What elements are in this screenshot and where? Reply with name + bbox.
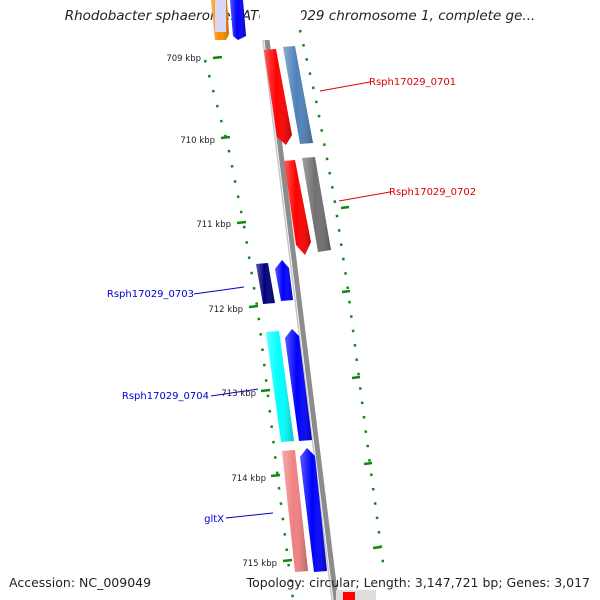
tick-710 <box>220 135 231 140</box>
gene-rsph17029-0702[interactable]: Rsph17029_0702 <box>284 157 476 255</box>
tick-right-5 <box>372 545 382 550</box>
gene-0702-label: Rsph17029_0702 <box>389 187 476 198</box>
gene-rsph17029-0701[interactable]: Rsph17029_0701 <box>264 46 456 145</box>
tick-right-2 <box>341 289 351 294</box>
partial-red-bottom <box>343 592 355 600</box>
partial-bottom-light <box>336 590 376 600</box>
gene-0702-cds-shade <box>284 160 311 255</box>
gene-gltx-gene-shade <box>300 448 327 572</box>
tick-label-713: 713 kbp <box>221 389 256 399</box>
accession-text: Accession: NC_009049 <box>9 575 152 590</box>
tick-715 <box>282 558 293 563</box>
tick-label-714: 714 kbp <box>231 474 266 484</box>
gene-0703-gene-shade <box>275 260 293 301</box>
gene-0703-cds-shade <box>256 263 275 304</box>
gene-gltx[interactable]: gltX <box>204 448 327 572</box>
gene-0702-gene-shade <box>302 157 331 252</box>
gene-0704-gene-shade <box>285 329 312 441</box>
tick-right-4 <box>363 461 373 466</box>
gene-0701-gene-shade <box>283 46 313 144</box>
gene-0702-leader <box>338 191 391 202</box>
tick-label-711: 711 kbp <box>196 220 231 230</box>
gene-gltx-cds-shade <box>282 450 308 572</box>
gene-0703-leader <box>193 286 245 295</box>
gene-0701-label: Rsph17029_0701 <box>369 77 456 88</box>
tick-label-715: 715 kbp <box>242 559 277 569</box>
tick-right-1 <box>340 205 350 210</box>
kbp-ruler: 709 kbp 710 kbp 711 kbp 712 kbp 713 kbp … <box>166 29 386 600</box>
gene-0704-cds-shade <box>266 331 294 442</box>
tick-right-3 <box>351 375 361 380</box>
tick-label-709: 709 kbp <box>166 54 201 64</box>
gene-rsph17029-0704[interactable]: Rsph17029_0704 <box>122 329 312 442</box>
gene-0701-leader <box>319 81 371 92</box>
tick-713 <box>260 388 271 393</box>
gene-0703-label: Rsph17029_0703 <box>107 289 194 300</box>
tick-711 <box>236 220 247 225</box>
genome-summary-text: Topology: circular; Length: 3,147,721 bp… <box>246 575 590 590</box>
partial-lavender-top <box>215 0 226 32</box>
gene-gltx-leader <box>225 512 274 519</box>
gene-0704-label: Rsph17029_0704 <box>122 391 209 402</box>
partial-blue-top-shade <box>230 0 246 40</box>
tick-label-710: 710 kbp <box>180 136 215 146</box>
gene-0701-cds-shade <box>264 49 292 145</box>
tick-label-712: 712 kbp <box>208 305 243 315</box>
gene-0704-leader <box>210 388 259 397</box>
tick-714 <box>270 473 281 478</box>
gene-rsph17029-0703[interactable]: Rsph17029_0703 <box>107 260 293 304</box>
tick-709 <box>212 55 223 60</box>
gene-gltx-label: gltX <box>204 514 224 525</box>
tick-712 <box>248 304 259 309</box>
backbone-line-light <box>262 39 333 600</box>
partial-features[interactable] <box>211 0 376 600</box>
